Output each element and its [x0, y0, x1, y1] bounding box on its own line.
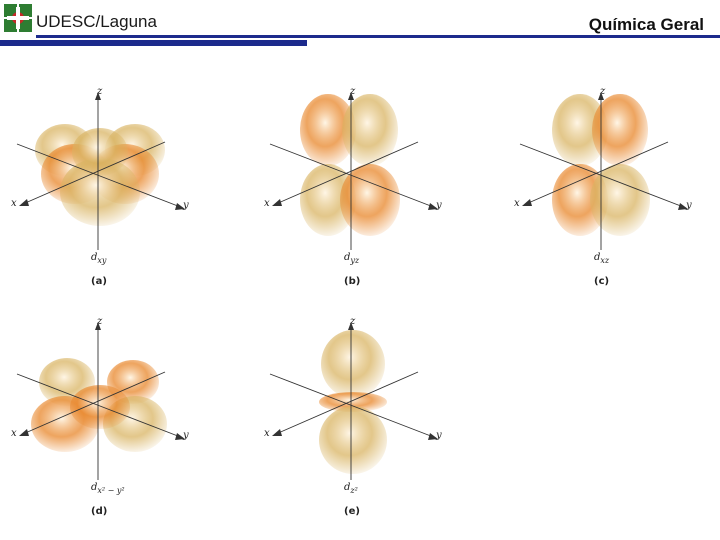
z-arrow — [95, 322, 101, 330]
z-axis-label: z — [350, 86, 356, 97]
y-axis — [269, 143, 437, 209]
y-arrow — [428, 203, 438, 210]
z-arrow — [95, 92, 101, 100]
z-axis-label: z — [97, 316, 103, 327]
orbital-panel-dxy: z y x dxy (a) — [5, 82, 205, 292]
orbital-subscript: xy — [97, 256, 107, 265]
x-arrow — [19, 429, 29, 436]
orbital-lobe — [552, 164, 608, 236]
header-rule — [36, 35, 720, 38]
x-axis — [275, 371, 419, 435]
x-arrow — [522, 199, 532, 206]
orbital-lobe — [70, 385, 130, 429]
orbital-lobe — [60, 158, 140, 226]
orbital-panel-dxz: z y x dxz (c) — [508, 82, 708, 292]
course-title: Química Geral — [588, 15, 704, 34]
x-axis — [275, 141, 419, 205]
orbital-panel-dx2y2: z y x dx² − y² (d) — [5, 312, 205, 522]
y-arrow — [428, 433, 438, 440]
orbital-panel-dyz: z y x dyz (b) — [258, 82, 458, 292]
orbital-lobe — [319, 406, 387, 474]
x-arrow — [19, 199, 29, 206]
y-axis — [16, 143, 184, 209]
z-arrow — [598, 92, 604, 100]
orbital-name: dx² − y² — [91, 482, 125, 495]
slide-header: UDESC/Laguna Química Geral — [0, 0, 720, 50]
z-axis-label: z — [600, 86, 606, 97]
orbital-subscript: yz — [350, 256, 360, 265]
panel-tag: (a) — [91, 276, 107, 287]
x-axis — [525, 141, 669, 205]
orbital-panel-dz2: z y x dz² (e) — [258, 312, 458, 522]
udesc-logo — [4, 4, 32, 32]
x-axis-label: x — [11, 198, 17, 209]
orbital-subscript: x² − y² — [97, 486, 125, 495]
x-axis-label: x — [264, 198, 270, 209]
y-axis-label: y — [436, 430, 442, 441]
x-axis — [22, 371, 166, 435]
institution-name: UDESC/Laguna — [36, 12, 157, 31]
x-axis-label: x — [264, 428, 270, 439]
y-axis-label: y — [436, 200, 442, 211]
x-axis-label: x — [11, 428, 17, 439]
orbital-lobe — [300, 94, 356, 166]
orbital-lobe — [321, 330, 385, 398]
y-axis — [519, 143, 687, 209]
y-arrow — [175, 203, 185, 210]
z-axis-label: z — [97, 86, 103, 97]
x-axis — [22, 141, 166, 205]
y-axis-label: y — [183, 430, 189, 441]
header-accent-bar — [0, 40, 307, 46]
orbital-name: dyz — [344, 252, 360, 265]
y-arrow — [678, 203, 688, 210]
panel-tag: (d) — [91, 506, 108, 517]
orbital-diagram — [519, 92, 688, 250]
panel-tag: (b) — [344, 276, 361, 287]
panel-tag: (c) — [594, 276, 610, 287]
orbital-diagram — [16, 322, 185, 480]
y-axis — [269, 373, 437, 439]
z-arrow — [348, 322, 354, 330]
panel-tag: (e) — [344, 506, 360, 517]
orbital-diagram — [269, 92, 438, 250]
orbital-name: dxz — [594, 252, 610, 265]
orbital-lobe — [319, 392, 387, 412]
x-axis-label: x — [514, 198, 520, 209]
orbital-subscript: z² — [350, 486, 358, 495]
y-axis-label: y — [183, 200, 189, 211]
y-arrow — [175, 433, 185, 440]
z-arrow — [348, 92, 354, 100]
x-arrow — [272, 429, 282, 436]
orbital-lobe — [590, 164, 650, 236]
orbital-lobe — [342, 94, 398, 166]
orbital-lobe — [300, 164, 356, 236]
orbital-name: dz² — [344, 482, 358, 495]
orbital-subscript: xz — [600, 256, 610, 265]
orbital-lobe — [340, 164, 400, 236]
orbital-diagram — [269, 322, 438, 480]
orbital-lobe — [552, 94, 608, 166]
y-axis-label: y — [686, 200, 692, 211]
z-axis-label: z — [350, 316, 356, 327]
orbital-diagram — [16, 92, 185, 250]
orbital-lobe — [592, 94, 648, 166]
orbital-name: dxy — [91, 252, 107, 265]
y-axis — [16, 373, 184, 439]
x-arrow — [272, 199, 282, 206]
